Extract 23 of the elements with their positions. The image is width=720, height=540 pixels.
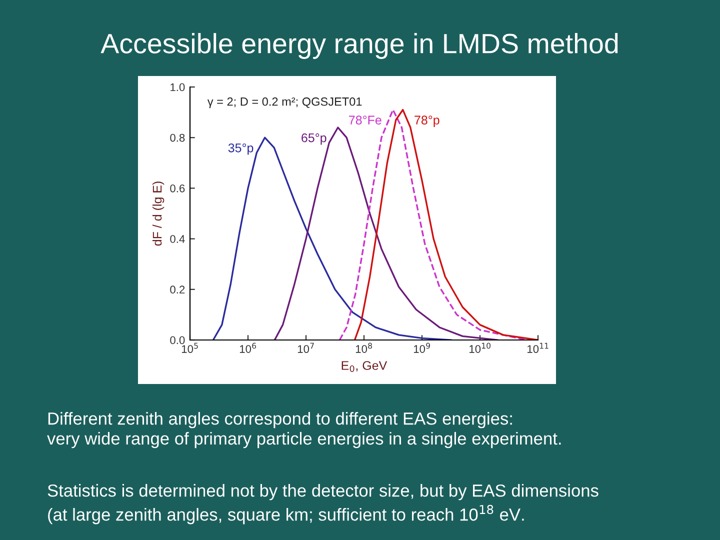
y-tick-label: 0.6 bbox=[170, 184, 185, 192]
y-tick-label: 0.4 bbox=[170, 235, 185, 243]
y-tick-label: 0.0 bbox=[170, 336, 185, 344]
series-label: 65°p bbox=[302, 133, 326, 145]
x-tick-label: 10$^{5}$ bbox=[182, 342, 198, 353]
y-tick-label: 1.0 bbox=[170, 83, 185, 92]
series-label: 35°p bbox=[228, 143, 254, 155]
x-tick-label: 10$^{11}$ bbox=[528, 342, 548, 353]
x-tick-label: 10$^{10}$ bbox=[470, 342, 491, 353]
text: Statistics is determined not by the detector size, but by EAS dimensions (at large zenith angles, square km; sufficient to reach 10$^{18}$ eV. bbox=[48, 484, 598, 524]
x-tick-label: 10$^{8}$ bbox=[356, 342, 372, 353]
series-label: 78°p bbox=[414, 116, 440, 127]
text: Different zenith angles correspond to different EAS energies: very wide range of primary particle energies in a single experiment. bbox=[47, 412, 561, 448]
y-axis-title: dF / d (lg E) bbox=[152, 182, 164, 246]
x-axis-title: E$_{0}$, GeV bbox=[342, 361, 388, 372]
x-tick-label: 10$^{9}$ bbox=[414, 342, 430, 353]
chart-title: Accessible energy range in LMDS method bbox=[100, 33, 618, 59]
series-label: 78°Fe bbox=[349, 116, 382, 125]
annotation: γ = 2; D = 0.2 m²; QGSJET01 bbox=[207, 97, 362, 108]
y-tick-label: 0.2 bbox=[170, 286, 185, 294]
y-tick-label: 0.8 bbox=[170, 134, 185, 142]
x-tick-label: 10$^{6}$ bbox=[240, 342, 256, 353]
x-tick-label: 10$^{7}$ bbox=[298, 342, 314, 353]
